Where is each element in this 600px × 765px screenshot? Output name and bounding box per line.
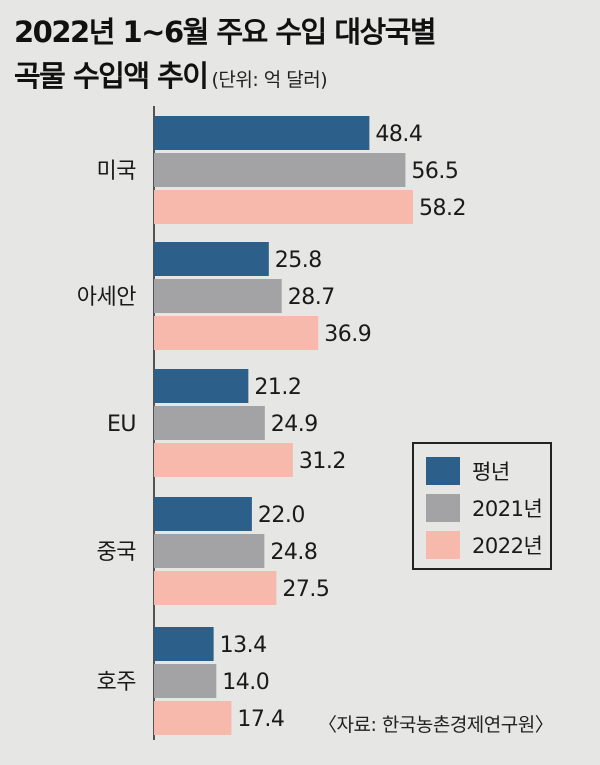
legend-swatch-1 <box>426 494 460 522</box>
legend-item-2: 2022년 <box>426 528 543 562</box>
bar <box>154 627 214 661</box>
chart-title: 2022년 1~6월 주요 수입 대상국별 곡물 수입액 추이 (단위: 억 달러… <box>14 10 437 102</box>
bar <box>154 701 232 735</box>
bar <box>154 443 293 477</box>
category-label: 중국 <box>97 540 137 565</box>
legend-label-2: 2022년 <box>472 534 543 558</box>
bar <box>154 406 265 440</box>
value-label: 14.0 <box>222 670 269 695</box>
bar <box>154 190 413 224</box>
legend-item-1: 2021년 <box>426 491 543 525</box>
category-label: 호주 <box>97 670 137 695</box>
value-label: 22.0 <box>258 503 305 528</box>
legend-swatch-0 <box>426 457 460 485</box>
category-label: 미국 <box>97 159 137 184</box>
value-label: 56.5 <box>411 159 458 184</box>
legend-label-0: 평년 <box>472 460 510 484</box>
legend-item-0: 평년 <box>426 454 510 488</box>
bar <box>154 279 282 313</box>
value-label: 36.9 <box>324 322 371 347</box>
value-label: 24.9 <box>271 412 318 437</box>
unit-label: (단위: 억 달러) <box>211 69 328 91</box>
source-note: 〈자료: 한국농촌경제연구원〉 <box>318 714 554 736</box>
value-label: 25.8 <box>275 248 322 273</box>
title-line-1: 2022년 1~6월 주요 수입 대상국별 <box>14 15 437 49</box>
value-label: 58.2 <box>419 196 466 221</box>
value-label: 27.5 <box>282 577 329 602</box>
value-label: 48.4 <box>375 122 422 147</box>
legend: 평년 2021년 2022년 <box>412 442 552 570</box>
value-label: 13.4 <box>220 633 267 658</box>
bar <box>154 116 370 150</box>
value-label: 31.2 <box>299 449 346 474</box>
bar <box>154 534 265 568</box>
bar <box>154 316 319 350</box>
value-label: 28.7 <box>288 285 335 310</box>
value-label: 24.8 <box>270 540 317 565</box>
category-label: 아세안 <box>77 285 136 310</box>
bar <box>154 497 252 531</box>
title-line-2-text: 곡물 수입액 추이 <box>14 59 209 93</box>
bar <box>154 369 249 403</box>
category-label: EU <box>107 412 136 437</box>
legend-label-1: 2021년 <box>472 497 543 521</box>
value-label: 21.2 <box>254 375 301 400</box>
value-label: 17.4 <box>237 707 284 732</box>
bar <box>154 664 217 698</box>
bar <box>154 571 277 605</box>
bar <box>154 242 269 276</box>
title-line-2: 곡물 수입액 추이 (단위: 억 달러) <box>14 54 435 102</box>
bar <box>154 153 406 187</box>
legend-swatch-2 <box>426 531 460 559</box>
